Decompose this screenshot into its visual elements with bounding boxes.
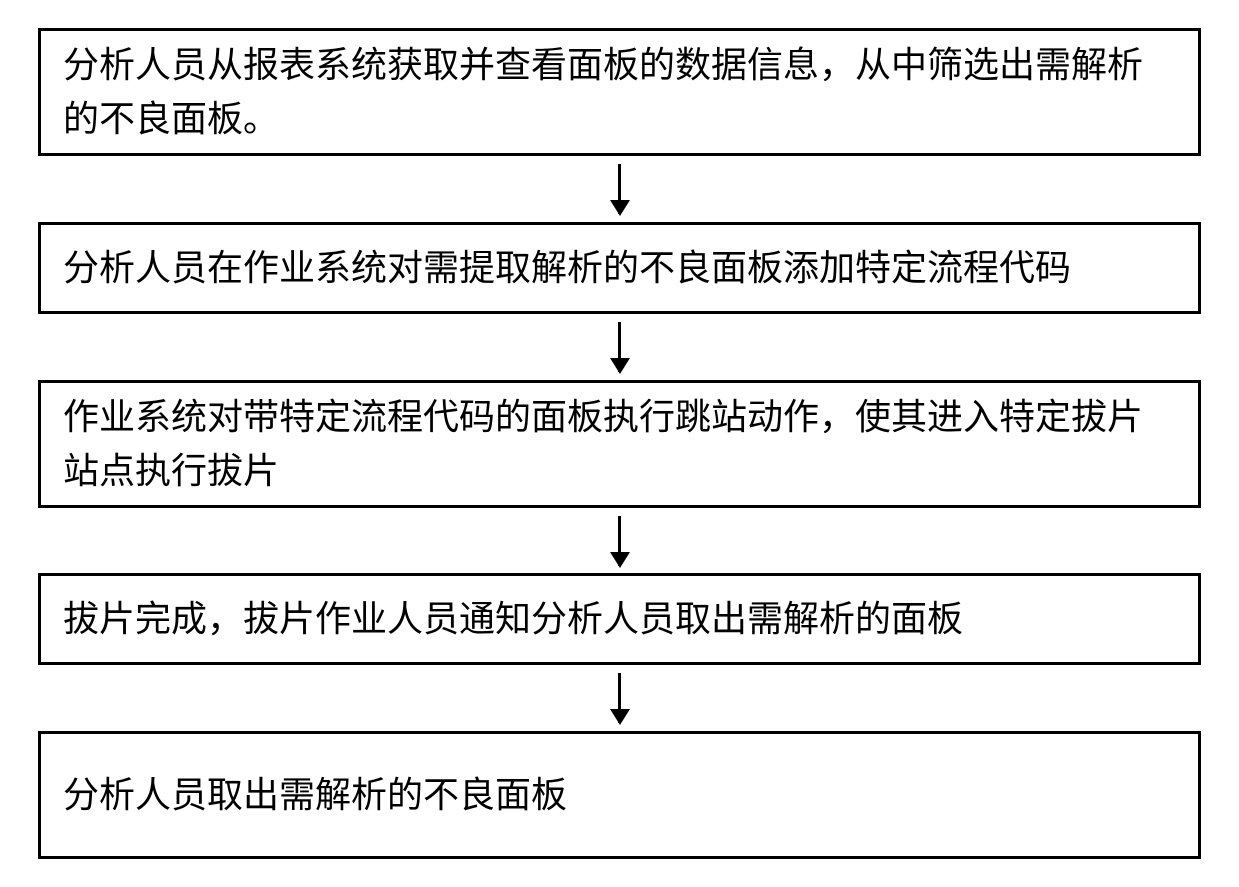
arrow-3 (38, 508, 1201, 574)
step-box-1: 分析人员从报表系统获取并查看面板的数据信息，从中筛选出需解析的不良面板。 (38, 28, 1201, 156)
step-box-5: 分析人员取出需解析的不良面板 (38, 731, 1201, 859)
step-text-3: 作业系统对带特定流程代码的面板执行跳站动作，使其进入特定拔片站点执行拔片 (63, 390, 1176, 498)
step-text-4: 拔片完成，拔片作业人员通知分析人员取出需解析的面板 (63, 592, 963, 646)
step-box-4: 拔片完成，拔片作业人员通知分析人员取出需解析的面板 (38, 573, 1201, 665)
step-text-2: 分析人员在作业系统对需提取解析的不良面板添加特定流程代码 (63, 241, 1071, 295)
arrow-1 (38, 156, 1201, 222)
step-text-5: 分析人员取出需解析的不良面板 (63, 768, 567, 822)
arrow-2 (38, 314, 1201, 380)
step-box-3: 作业系统对带特定流程代码的面板执行跳站动作，使其进入特定拔片站点执行拔片 (38, 380, 1201, 508)
step-box-2: 分析人员在作业系统对需提取解析的不良面板添加特定流程代码 (38, 222, 1201, 314)
arrow-4 (38, 665, 1201, 731)
step-text-1: 分析人员从报表系统获取并查看面板的数据信息，从中筛选出需解析的不良面板。 (63, 38, 1176, 146)
flowchart-container: 分析人员从报表系统获取并查看面板的数据信息，从中筛选出需解析的不良面板。 分析人… (38, 28, 1201, 859)
